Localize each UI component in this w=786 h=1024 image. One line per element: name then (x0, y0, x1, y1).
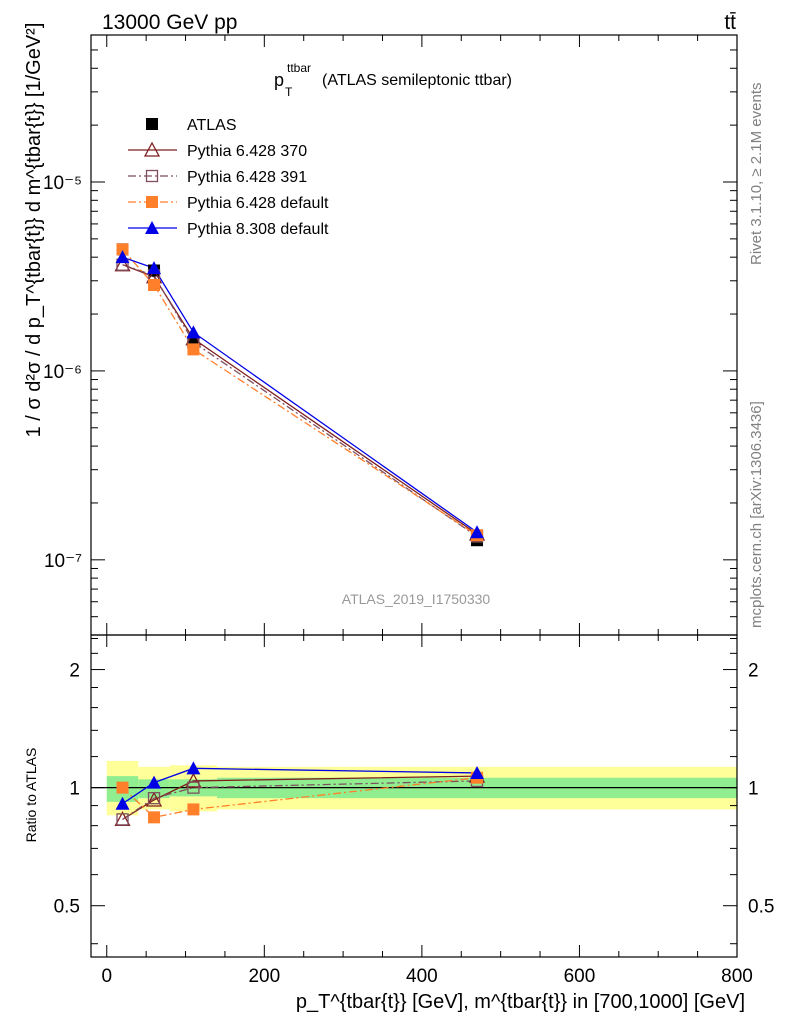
series-4-ratio-point (115, 796, 130, 810)
legend-marker (146, 118, 158, 130)
ratio-plot-frame (90, 634, 738, 958)
y-tick-label-main: 10⁻⁵ (43, 173, 82, 194)
series-4-point (147, 261, 162, 275)
header-right: tt̄ (724, 11, 736, 34)
series-3-point (148, 278, 161, 291)
series-4-ratio-line (122, 767, 478, 805)
series-3-point (187, 343, 200, 356)
series-3-ratio-point (116, 781, 129, 794)
series-3-point (116, 243, 129, 256)
legend-marker (143, 141, 161, 157)
legend-marker (145, 221, 159, 234)
legend-marker (146, 196, 158, 208)
legend-label: Pythia 6.428 370 (187, 143, 307, 160)
main-ylabel: 1 / σ d²σ / d p_T^{tbar{t}} d m^{tbar{t}… (23, 23, 45, 438)
title-rest: (ATLAS semileptonic ttbar) (322, 72, 512, 89)
title-sup: ttbar (287, 61, 311, 75)
series-4-line (122, 256, 478, 533)
series-1-line (122, 264, 478, 535)
main-title: p ttbar T (ATLAS semileptonic ttbar) (274, 61, 512, 99)
series-4-point (470, 525, 485, 539)
y-tick-label-main: 10⁻⁶ (43, 362, 82, 383)
header-left: 13000 GeV pp (102, 11, 237, 34)
series-2-line (122, 264, 478, 537)
x-tick-label: 800 (721, 966, 753, 987)
y-tick-label-ratio-right: 1 (748, 779, 759, 800)
legend: ATLAS Pythia 6.428 370 Pythia 6.428 391 Pyt… (128, 117, 329, 238)
series-1-ratio-point (185, 772, 202, 788)
series-2-ratio-point (116, 813, 129, 826)
title-sub: T (285, 85, 293, 99)
title-p: p (274, 70, 284, 90)
series-2-ratio-point (147, 792, 161, 805)
analysis-id: ATLAS_2019_I1750330 (342, 591, 491, 607)
series-3-line (122, 248, 478, 536)
legend-label: Pythia 6.428 391 (187, 169, 307, 186)
y-tick-label-ratio: 0.5 (54, 897, 80, 918)
legend-label: ATLAS (187, 117, 237, 134)
series-4-ratio-point (470, 765, 485, 779)
series-markers (114, 243, 486, 827)
x-axis-label: p_T^{tbar{t}} [GeV], m^{tbar{t}} in [700… (296, 991, 745, 1013)
series-3-ratio-point (148, 811, 161, 824)
series-1-ratio-point (145, 791, 163, 807)
series-4-point (115, 250, 130, 264)
legend-marker (145, 169, 159, 183)
x-tick-label: 400 (406, 966, 438, 987)
y-tick-label-ratio-right: 2 (748, 661, 759, 682)
ratio-band-inner (138, 779, 170, 799)
x-tick-label: 200 (248, 966, 280, 987)
y-tick-label-ratio-right: 0.5 (748, 897, 774, 918)
series-4-ratio-point (147, 775, 162, 789)
y-tick-label-main: 10⁻⁷ (44, 551, 82, 572)
y-tick-label-ratio: 2 (69, 661, 80, 682)
x-tick-label: 0 (101, 966, 112, 987)
rivet-label: Rivet 3.1.10, ≥ 2.1M events (748, 83, 765, 266)
series-2-ratio-point (187, 781, 200, 794)
ratio-ylabel: Ratio to ATLAS (23, 748, 39, 843)
x-tick-label: 600 (564, 966, 596, 987)
series-4-point (186, 325, 201, 339)
legend-label: Pythia 8.308 default (187, 221, 329, 238)
series-1-ratio-line (122, 775, 478, 820)
series-3-ratio-point (187, 803, 200, 816)
mcplots-label: mcplots.cern.ch [arXiv:1306.3436] (748, 401, 765, 628)
axis-ticks: 0 200 400 600 800 10⁻⁷ 10⁻⁶ 10⁻⁵ 0.5 0.5 1 1 2 2 (43, 35, 774, 987)
series-4-ratio-point (186, 761, 201, 775)
legend-label: Pythia 6.428 default (187, 195, 329, 212)
series-lines (122, 248, 478, 820)
series-2-ratio-line (122, 780, 478, 820)
series-3-ratio-line (122, 777, 478, 819)
y-tick-label-ratio: 1 (69, 779, 80, 800)
